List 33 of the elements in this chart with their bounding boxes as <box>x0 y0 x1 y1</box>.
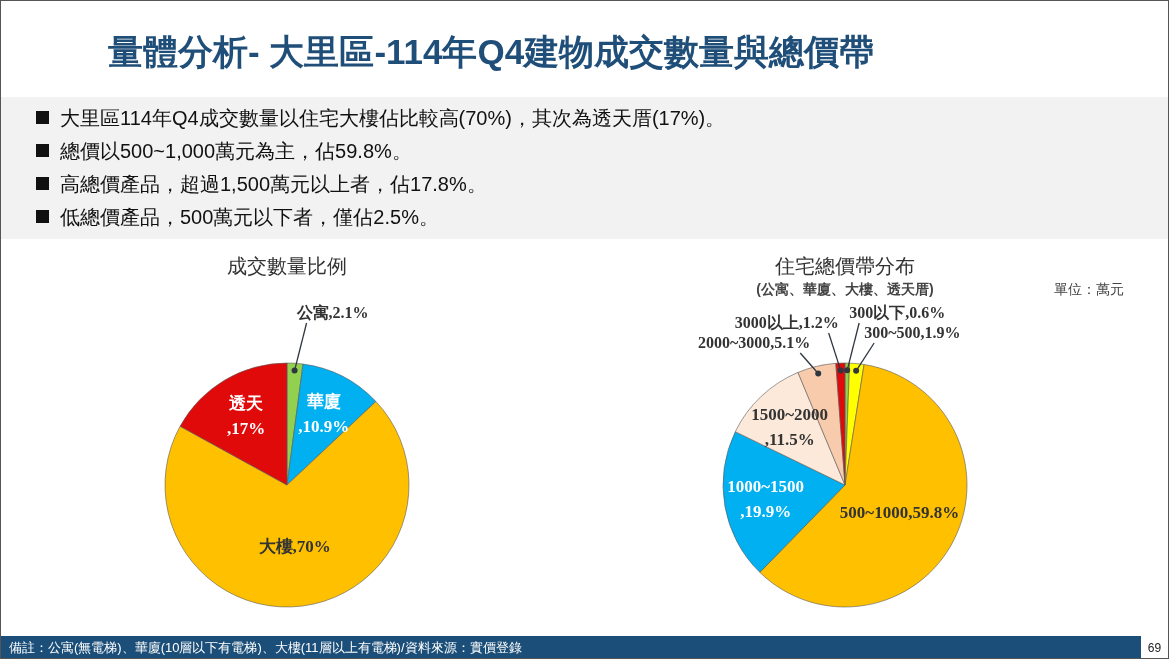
chart-title: 住宅總價帶分布 <box>774 255 915 277</box>
text: 大里區114年Q4成交數量以住宅大樓佔比較高(70%)，其次為透天厝(17%)。 <box>60 107 726 129</box>
text: 69 <box>1147 641 1162 655</box>
text: 高總價產品，超過1,500萬元以上者，佔17.8%。 <box>60 173 487 195</box>
data-label: ,11.5% <box>764 429 815 449</box>
text: 低總價產品，500萬元以下者，僅佔2.5%。 <box>60 206 439 228</box>
chart-subtitle: (公寓、華廈、大樓、透天厝) <box>756 281 934 297</box>
slice-label: 2000~3000 <box>697 334 771 351</box>
data-label: ,19.9% <box>740 502 792 522</box>
data-label: ,5.1% <box>770 334 811 351</box>
text: 量體分析- 大里區-114年Q4建物成交數量與總價帶 <box>108 32 875 71</box>
data-label: ,59.8% <box>908 503 960 523</box>
slice-label: 1500~2000 <box>751 404 829 424</box>
data-label: ,1.9% <box>920 324 961 341</box>
slice-label: 透天 <box>228 394 264 414</box>
slice-label: 500~1000 <box>839 503 909 523</box>
slice-label: 華廈 <box>305 391 341 411</box>
text: 備註：公寓(無電梯)、華廈(10層以下有電梯)、大樓(11層以上有電梯)/資料來源：實價登錄 <box>9 640 522 655</box>
data-label: ,2.1% <box>328 304 369 321</box>
text: 總價以500~1,000萬元為主，佔59.8%。 <box>59 140 412 162</box>
data-label: ,0.6% <box>905 304 946 321</box>
data-label: ,10.9% <box>298 416 350 436</box>
text: 單位：萬元 <box>1054 281 1124 297</box>
slice-label: 3000以上 <box>734 314 799 331</box>
slice-label: 大樓 <box>258 536 293 556</box>
data-label: ,1.2% <box>798 314 839 331</box>
data-label: ,17% <box>226 419 266 439</box>
slice-label: 1000~1500 <box>727 477 805 497</box>
slice-label: 300以下 <box>849 304 906 321</box>
data-label: ,70% <box>292 536 331 556</box>
chart-title: 成交數量比例 <box>227 255 347 277</box>
slice-label: 公寓 <box>295 303 329 321</box>
slice-label: 300~500 <box>864 324 921 341</box>
